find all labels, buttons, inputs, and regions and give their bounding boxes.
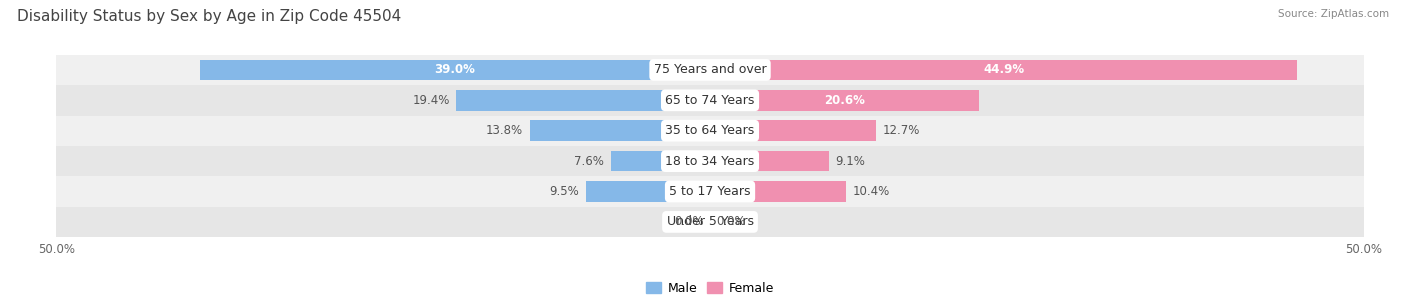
Bar [710, 181, 846, 202]
Bar [610, 151, 710, 171]
Text: 18 to 34 Years: 18 to 34 Years [665, 155, 755, 168]
Bar [56, 55, 1364, 85]
Bar [56, 85, 1364, 116]
Text: 10.4%: 10.4% [852, 185, 890, 198]
Bar [56, 207, 1364, 237]
Bar [530, 120, 710, 141]
Bar [710, 90, 980, 111]
Legend: Male, Female: Male, Female [641, 277, 779, 300]
Bar [457, 90, 710, 111]
Text: 20.6%: 20.6% [824, 94, 865, 107]
Text: 5 to 17 Years: 5 to 17 Years [669, 185, 751, 198]
Text: Source: ZipAtlas.com: Source: ZipAtlas.com [1278, 9, 1389, 19]
Text: Under 5 Years: Under 5 Years [666, 216, 754, 228]
Text: 7.6%: 7.6% [574, 155, 605, 168]
Text: Disability Status by Sex by Age in Zip Code 45504: Disability Status by Sex by Age in Zip C… [17, 9, 401, 24]
Bar [56, 116, 1364, 146]
Text: 35 to 64 Years: 35 to 64 Years [665, 124, 755, 137]
Text: 44.9%: 44.9% [983, 64, 1024, 76]
Text: 13.8%: 13.8% [486, 124, 523, 137]
Text: 65 to 74 Years: 65 to 74 Years [665, 94, 755, 107]
Text: 75 Years and over: 75 Years and over [654, 64, 766, 76]
Bar [56, 146, 1364, 176]
Bar [710, 151, 830, 171]
Text: 9.5%: 9.5% [550, 185, 579, 198]
Bar [586, 181, 710, 202]
Bar [56, 176, 1364, 207]
Text: 9.1%: 9.1% [835, 155, 866, 168]
Text: 39.0%: 39.0% [434, 64, 475, 76]
Text: 19.4%: 19.4% [412, 94, 450, 107]
Bar [710, 120, 876, 141]
Text: 0.0%: 0.0% [673, 216, 703, 228]
Text: 0.0%: 0.0% [717, 216, 747, 228]
Bar [200, 60, 710, 80]
Bar [710, 60, 1298, 80]
Text: 12.7%: 12.7% [883, 124, 920, 137]
